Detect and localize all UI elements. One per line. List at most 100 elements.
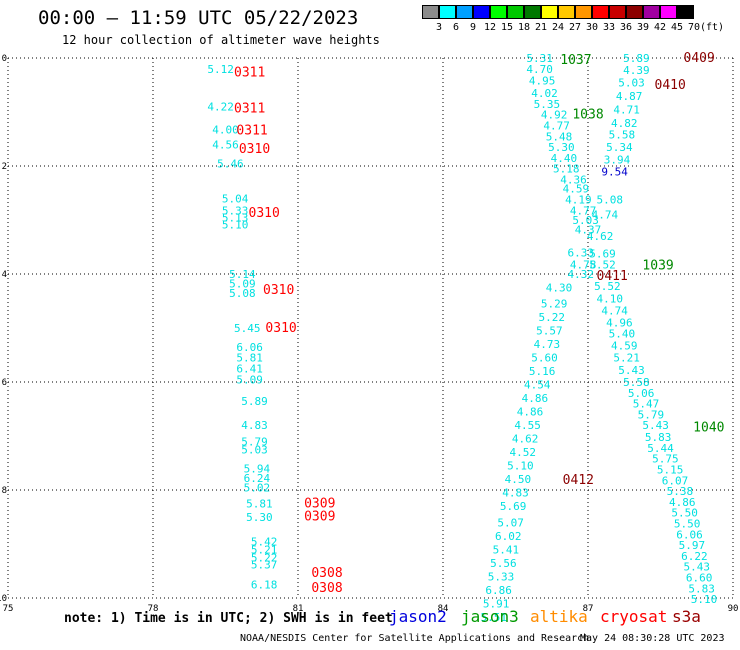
y-tick-label: -2 (0, 162, 7, 172)
pass-label: 0310 (239, 142, 270, 157)
wave-height-value: 5.58 (609, 129, 636, 142)
wave-height-value: 5.79 (638, 408, 665, 421)
legend-swatch (541, 5, 558, 19)
wave-height-value: 5.35 (534, 98, 561, 111)
y-tick-label: -4 (0, 270, 7, 280)
wave-height-value: 4.70 (526, 63, 553, 76)
pass-label: 0311 (234, 102, 265, 117)
wave-height-value: 6.41 (236, 363, 263, 376)
pass-label: 1037 (560, 53, 591, 68)
legend-swatch (592, 5, 609, 19)
legend-swatch (558, 5, 575, 19)
wave-height-value: 5.60 (531, 352, 558, 365)
legend-label: 3 (435, 22, 443, 33)
legend-label: 18 (517, 22, 531, 33)
wave-height-value: 5.97 (679, 539, 706, 552)
wave-height-value: 5.10 (222, 218, 249, 231)
wave-height-value: 4.74 (592, 209, 619, 222)
satellite-label: jason3 (461, 607, 519, 626)
wave-height-value: 5.91 (483, 597, 510, 610)
wave-height-value: 4.74 (601, 305, 628, 318)
wave-height-value: 4.73 (534, 338, 561, 351)
pass-label: 0311 (234, 66, 265, 81)
wave-height-value: 4.62 (587, 230, 614, 243)
pass-label: 1038 (572, 108, 603, 123)
wave-height-values: 5.124.224.004.565.465.045.335.135.105.14… (207, 52, 717, 624)
wave-height-value: 5.09 (236, 373, 263, 386)
wave-height-value: 5.89 (623, 52, 650, 65)
wave-height-value: 4.82 (611, 117, 638, 130)
x-tick-label: 75 (3, 604, 14, 614)
wave-height-value: 6.24 (244, 472, 271, 485)
wave-height-value: 9.54 (601, 165, 628, 178)
wave-height-value: 5.31 (526, 52, 553, 65)
wave-height-value: 5.13 (222, 211, 249, 224)
satellite-label: jason2 (389, 607, 447, 626)
pass-label: 0412 (563, 473, 594, 488)
wave-height-value: 5.69 (500, 500, 527, 513)
legend-swatch (609, 5, 626, 19)
wave-height-value: 4.50 (505, 473, 532, 486)
wave-height-value: 4.19 (565, 193, 592, 206)
legend-label: 42 (653, 22, 667, 33)
map-grid (7, 57, 734, 599)
wave-height-value: 5.16 (529, 365, 556, 378)
legend-swatch (677, 5, 694, 19)
wave-height-value: 4.92 (541, 109, 568, 122)
pass-label: 0409 (684, 51, 715, 66)
wave-height-value: 4.55 (514, 419, 541, 432)
pass-label: 0308 (311, 566, 342, 581)
legend-label: 70 (687, 22, 701, 33)
wave-height-value: 5.94 (244, 462, 271, 475)
legend-swatch (439, 5, 456, 19)
wave-height-value: 4.00 (212, 123, 239, 136)
wave-height-value: 5.83 (688, 582, 715, 595)
legend-swatch (507, 5, 524, 19)
wave-height-value: 5.21 (251, 543, 278, 556)
legend-label: 45 (670, 22, 684, 33)
footnote: note: 1) Time is in UTC; 2) SWH is in fe… (64, 611, 393, 626)
wave-height-value: 4.96 (606, 317, 633, 330)
wave-height-value: 4.22 (207, 101, 234, 114)
wave-height-value: 4.86 (522, 392, 549, 405)
legend-label: 27 (568, 22, 582, 33)
legend-swatch (660, 5, 677, 19)
wave-height-value: 5.08 (597, 193, 624, 206)
wave-height-value: 5.52 (594, 280, 621, 293)
wave-height-value: 6.06 (676, 528, 703, 541)
wave-height-value: 5.42 (251, 535, 278, 548)
legend-label: 33 (602, 22, 616, 33)
wave-height-value: 5.43 (684, 561, 711, 574)
satellite-label: altika (530, 607, 588, 626)
wave-height-value: 4.86 (669, 496, 696, 509)
page-title: 00:00 – 11:59 UTC 05/22/2023 (38, 7, 359, 29)
wave-height-value: 4.40 (551, 152, 578, 165)
wave-height-value: 5.57 (536, 325, 563, 338)
x-tick-label: 87 (583, 604, 594, 614)
y-tick-label: -10 (0, 594, 7, 604)
wave-height-value: 5.81 (246, 498, 273, 511)
timestamp-text: May 24 08:30:28 UTC 2023 (580, 633, 725, 644)
y-tick-label: -8 (0, 486, 7, 496)
wave-height-value: 5.50 (674, 517, 701, 530)
legend-unit: (ft) (699, 22, 725, 33)
wave-height-value: 5.48 (546, 130, 573, 143)
wave-height-value: 5.07 (497, 516, 524, 529)
pass-label: 0311 (236, 123, 267, 138)
wave-height-value: 5.50 (671, 507, 698, 520)
wave-height-value: 5.21 (613, 352, 640, 365)
wave-height-value: 6.06 (236, 341, 263, 354)
wave-height-value: 5.08 (229, 287, 256, 300)
wave-height-value: 5.34 (606, 141, 633, 154)
y-tick-label: 0 (2, 54, 7, 64)
wave-height-value: 4.36 (560, 174, 587, 187)
pass-label: 0308 (311, 581, 342, 596)
legend-label: 15 (500, 22, 514, 33)
wave-height-value: 5.46 (217, 157, 244, 170)
legend-swatch (524, 5, 541, 19)
legend-label: 12 (483, 22, 497, 33)
wave-height-value: 5.56 (490, 557, 517, 570)
wave-height-value: 4.30 (546, 282, 573, 295)
wave-height-value: 5.22 (251, 552, 278, 565)
wave-height-value: 5.10 (507, 460, 534, 473)
